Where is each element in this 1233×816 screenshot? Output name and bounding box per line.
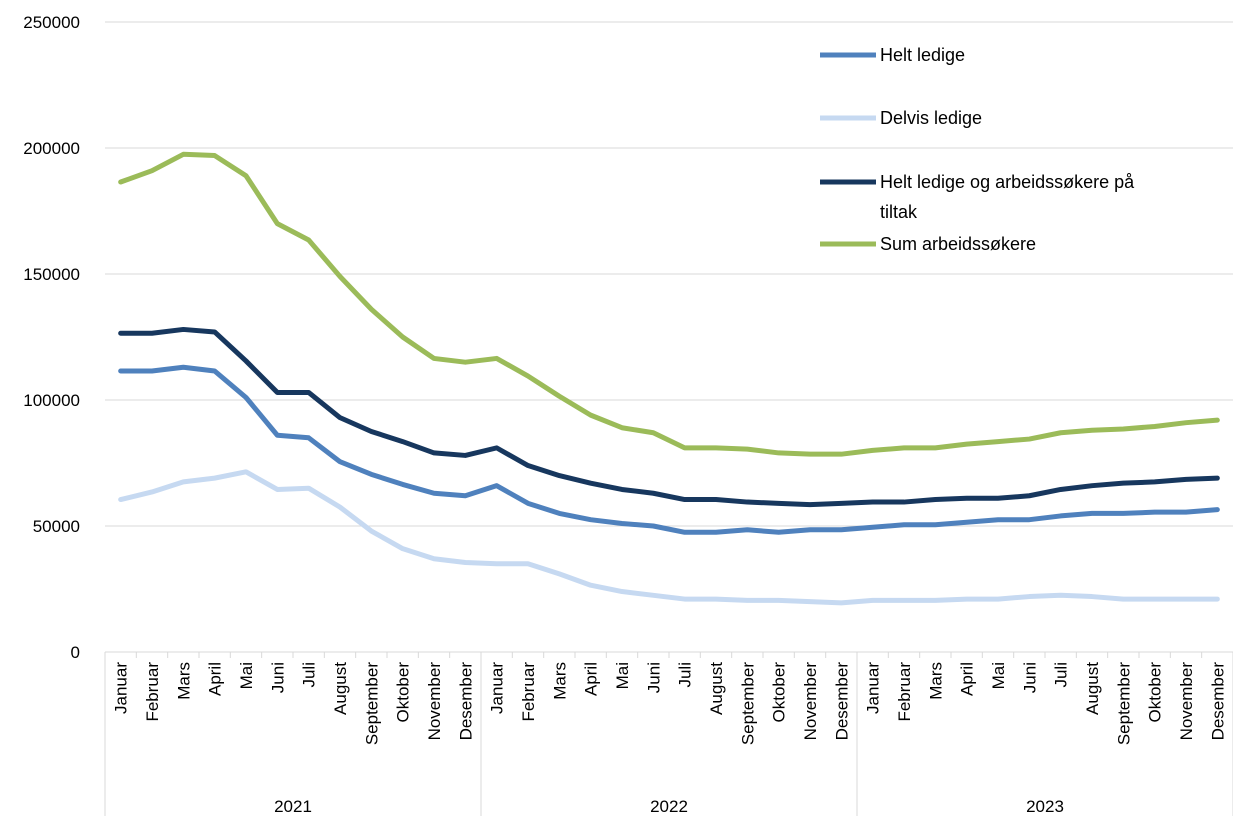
x-tick-label: Mars: [926, 662, 945, 700]
x-tick-label: Februar: [895, 662, 914, 722]
x-tick-label: September: [362, 662, 381, 745]
x-tick-label: Mai: [989, 662, 1008, 689]
y-axis: 0 50000 100000 150000 200000 250000: [23, 13, 80, 662]
legend-label: Helt ledige: [880, 45, 965, 65]
x-tick-label: November: [1177, 662, 1196, 741]
y-tick-label: 150000: [23, 265, 80, 284]
x-tick-label: August: [707, 662, 726, 715]
x-tick-label: August: [1083, 662, 1102, 715]
x-tick-label: Juni: [1020, 662, 1039, 693]
x-tick-label: Januar: [112, 662, 131, 714]
x-tick-label: November: [801, 662, 820, 741]
x-tick-label: Januar: [864, 662, 883, 714]
x-tick-label: Juli: [676, 662, 695, 688]
x-tick-label: Juli: [1052, 662, 1071, 688]
x-tick-label: Mai: [237, 662, 256, 689]
legend-label: Helt ledige og arbeidssøkere på: [880, 172, 1135, 192]
x-tick-label: Oktober: [770, 662, 789, 723]
legend-label: Delvis ledige: [880, 108, 982, 128]
x-tick-label: Juni: [268, 662, 287, 693]
y-tick-label: 100000: [23, 391, 80, 410]
x-tick-label: Januar: [488, 662, 507, 714]
y-tick-label: 200000: [23, 139, 80, 158]
year-label: 2022: [650, 797, 688, 816]
x-tick-label: Desember: [1208, 662, 1227, 741]
legend-label: Sum arbeidssøkere: [880, 234, 1036, 254]
plot-area: [118, 151, 1220, 606]
x-tick-label: Oktober: [1146, 662, 1165, 723]
legend: Helt ledige Delvis ledige Helt ledige og a…: [820, 45, 1135, 254]
x-tick-label: April: [206, 662, 225, 696]
grid-lines: [105, 21, 1233, 527]
series-line-0: [118, 364, 1220, 535]
x-axis: Januar Februar Mars April Mai Juni Juli August S…: [104, 651, 1233, 816]
legend-label: tiltak: [880, 202, 918, 222]
x-tick-label: Mars: [174, 662, 193, 700]
x-tick-label: September: [1114, 662, 1133, 745]
x-tick-label: November: [425, 662, 444, 741]
year-label: 2021: [274, 797, 312, 816]
x-tick-label: Juli: [300, 662, 319, 688]
series-line-3: [118, 151, 1220, 457]
x-tick-label: Juni: [644, 662, 663, 693]
y-tick-label: 0: [71, 643, 80, 662]
series-line-1: [118, 469, 1220, 606]
x-tick-label: Oktober: [394, 662, 413, 723]
x-tick-label: April: [958, 662, 977, 696]
year-label: 2023: [1026, 797, 1064, 816]
series-line-2: [118, 326, 1220, 508]
x-tick-label: Mars: [550, 662, 569, 700]
y-tick-label: 50000: [33, 517, 80, 536]
x-tick-label: Februar: [519, 662, 538, 722]
x-tick-label: April: [582, 662, 601, 696]
y-tick-label: 250000: [23, 13, 80, 32]
x-tick-label: Desember: [832, 662, 851, 741]
x-tick-label: September: [738, 662, 757, 745]
x-tick-label: Mai: [613, 662, 632, 689]
x-tick-label: August: [331, 662, 350, 715]
x-tick-label: Desember: [456, 662, 475, 741]
x-tick-label: Februar: [143, 662, 162, 722]
